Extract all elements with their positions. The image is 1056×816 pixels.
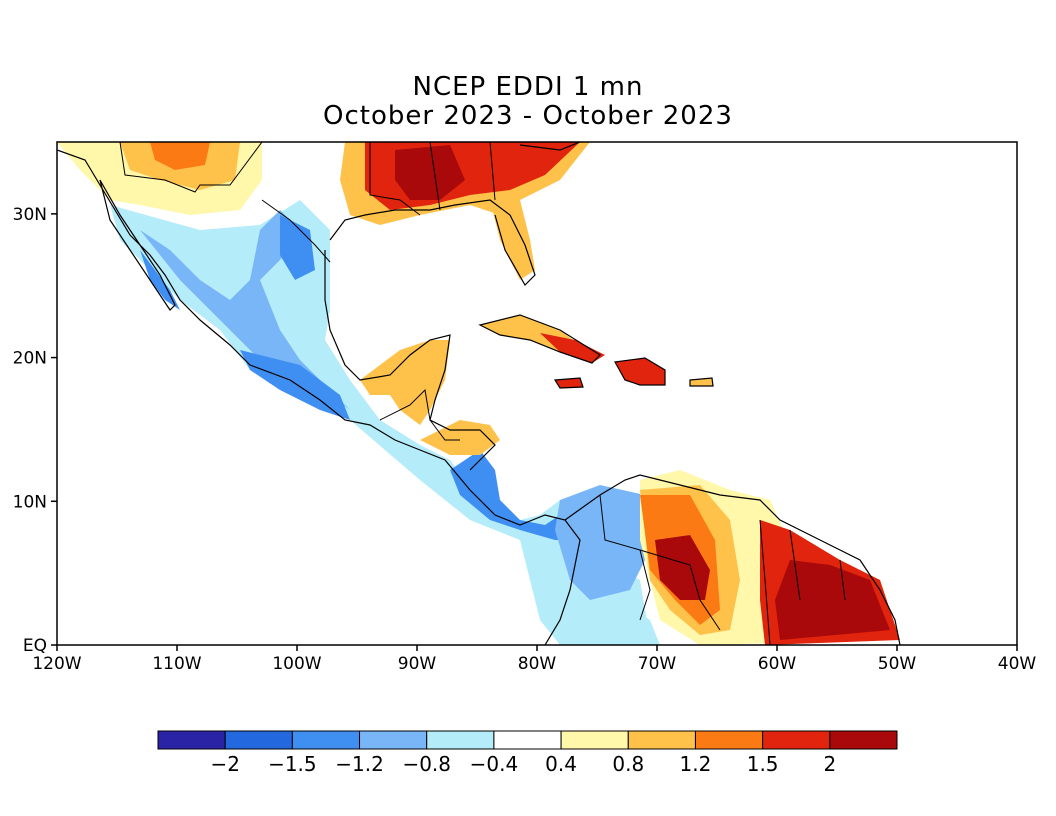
colorbar-label: −0.8 <box>402 752 451 776</box>
colorbar-label: 1.2 <box>680 752 712 776</box>
colorbar-swatch <box>157 730 226 750</box>
eddi-map: 120W 110W 100W 90W 80W 70W 60W 50W 40W EQ 10N 20N 3… <box>13 141 1036 674</box>
venezuela-max <box>655 535 710 600</box>
x-axis: 120W 110W 100W 90W 80W 70W 60W 50W 40W <box>32 645 1036 674</box>
anomaly-field <box>57 142 900 645</box>
colorbar-labels: −2 −1.5 −1.2 −0.8 −0.4 0.4 0.8 1.2 1.5 2 <box>210 752 836 776</box>
colorbar-label: 1.5 <box>747 752 779 776</box>
y-tick-label: 20N <box>13 349 47 369</box>
central-america-cool <box>450 450 570 540</box>
colorbar-label: 0.4 <box>545 752 577 776</box>
y-tick-label: 10N <box>13 492 47 512</box>
mexico-cool-anomaly-strong <box>140 215 350 420</box>
colorbar-swatch <box>493 730 562 750</box>
colorbar-swatch <box>627 730 696 750</box>
borders <box>119 142 846 645</box>
y-tick-label: 30N <box>13 205 47 225</box>
us-south-anomaly-max <box>395 145 465 200</box>
x-tick-label: 70W <box>638 654 677 674</box>
x-tick-label: 90W <box>398 654 437 674</box>
colorbar-label: −1.2 <box>335 752 384 776</box>
x-tick-label: 100W <box>272 654 321 674</box>
colorbar-swatch <box>291 730 361 750</box>
honduras-warm <box>420 420 500 455</box>
sw-us-anomaly-strong <box>150 142 210 170</box>
colorbar-label: −1.5 <box>268 752 317 776</box>
coastlines <box>57 142 901 645</box>
mexico-cool-anomaly-med <box>140 210 350 410</box>
colorbar-boxes <box>157 730 898 750</box>
y-tick-label: EQ <box>23 636 47 656</box>
map-title: NCEP EDDI 1 mn <box>412 72 644 102</box>
colorbar-label: 2 <box>823 752 836 776</box>
x-tick-label: 60W <box>758 654 797 674</box>
cuba-east-strong <box>540 333 605 363</box>
hispaniola-strong <box>615 358 665 385</box>
colorbar-swatch <box>762 730 831 750</box>
jamaica-strong <box>555 378 583 388</box>
x-tick-label: 80W <box>518 654 557 674</box>
florida-anomaly <box>490 200 535 280</box>
colorbar-swatch <box>694 730 764 750</box>
colorbar-swatch <box>426 730 495 750</box>
y-axis: EQ 10N 20N 30N <box>13 205 57 656</box>
colorbar-label: −0.4 <box>470 752 519 776</box>
colombia-cool-light <box>555 485 650 600</box>
colorbar-swatch <box>829 730 898 750</box>
x-tick-label: 40W <box>998 654 1037 674</box>
map-subtitle: October 2023 - October 2023 <box>323 101 733 131</box>
x-tick-label: 120W <box>32 654 81 674</box>
colorbar-swatch <box>560 730 629 750</box>
ecuador-cool <box>560 600 660 645</box>
x-tick-label: 50W <box>878 654 917 674</box>
colorbar-swatch <box>224 730 293 750</box>
colorbar-label: 0.8 <box>612 752 644 776</box>
x-tick-label: 110W <box>152 654 201 674</box>
guianas-max <box>775 560 890 640</box>
colorbar-label: −2 <box>210 752 239 776</box>
colorbar-swatch <box>359 730 428 750</box>
